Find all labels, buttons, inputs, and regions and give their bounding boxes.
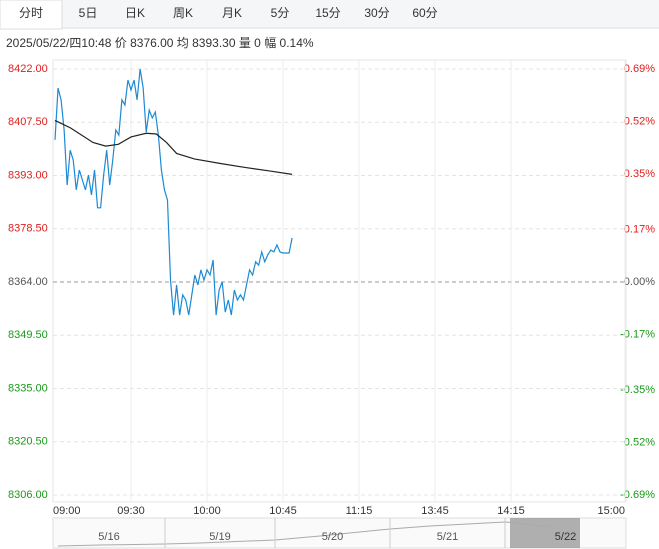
x-tick-label: 13:45 xyxy=(421,505,449,517)
info-line: 2025/05/22/四10:48 价 8376.00 均 8393.30 量 … xyxy=(6,35,314,50)
y2-tick-label: 0.35% xyxy=(624,168,655,180)
x-tick-label: 14:15 xyxy=(497,505,525,517)
y-tick-label: 8422.00 xyxy=(8,63,48,75)
lines xyxy=(54,68,293,316)
x-tick-label: 10:45 xyxy=(269,505,297,517)
navigator-labels: 5/16 5/19 5/20 5/21 5/22 xyxy=(98,518,576,548)
y-tick-label: 8335.00 xyxy=(8,382,48,394)
tab[interactable]: 15分 xyxy=(315,6,340,20)
plot-frame xyxy=(52,59,627,503)
x-tick-label: 15:00 xyxy=(597,505,625,517)
tab[interactable]: 5分 xyxy=(271,6,290,20)
x-tick-label: 10:00 xyxy=(193,505,221,517)
y2-tick-label: 0.52% xyxy=(624,115,655,127)
tab[interactable]: 5日 xyxy=(79,6,98,20)
y-tick-label: 8393.00 xyxy=(8,169,48,181)
tab[interactable]: 30分 xyxy=(364,6,389,20)
navigator-date: 5/21 xyxy=(437,531,458,543)
navigator-sparkline xyxy=(57,521,551,547)
tab[interactable]: 日K xyxy=(125,6,145,20)
y2-tick-label: -0.69% xyxy=(620,489,655,501)
y2-tick-label: 0.00% xyxy=(624,276,655,288)
tab[interactable]: 分时 xyxy=(19,6,43,20)
tabs: 分时 5日 日K 周K 月K 5分 15分 30分 60分 xyxy=(19,6,438,20)
average-line xyxy=(54,119,293,175)
grid: 8422.00 8407.50 8393.00 8378.50 8364.00 8349.… xyxy=(8,60,655,517)
tab[interactable]: 周K xyxy=(173,6,193,20)
y-tick-label: 8349.50 xyxy=(8,329,48,341)
tab[interactable]: 60分 xyxy=(412,6,437,20)
navigator-date: 5/19 xyxy=(209,531,230,543)
y2-tick-label: 0.17% xyxy=(624,223,655,235)
tab-selected xyxy=(0,0,63,30)
y2-tick-label: -0.35% xyxy=(620,384,655,396)
y-tick-label: 8320.50 xyxy=(8,436,48,448)
y-tick-label: 8306.00 xyxy=(8,489,48,501)
y2-tick-label: 0.69% xyxy=(624,63,655,75)
y-tick-label: 8407.50 xyxy=(8,116,48,128)
navigator-date: 5/22 xyxy=(555,531,576,543)
tab[interactable]: 月K xyxy=(222,6,242,20)
navigator-date: 5/16 xyxy=(98,531,119,543)
y2-tick-label: -0.17% xyxy=(620,328,655,340)
navigator-date: 5/20 xyxy=(322,531,343,543)
x-tick-label: 09:30 xyxy=(117,505,145,517)
y-tick-label: 8378.50 xyxy=(8,223,48,235)
y-tick-label: 8364.00 xyxy=(8,276,48,288)
y2-tick-label: 0.52% xyxy=(624,436,655,448)
price-line xyxy=(54,68,293,316)
tab-bar xyxy=(0,0,659,28)
x-tick-label: 11:15 xyxy=(346,505,373,517)
x-tick-label: 09:00 xyxy=(53,505,81,517)
